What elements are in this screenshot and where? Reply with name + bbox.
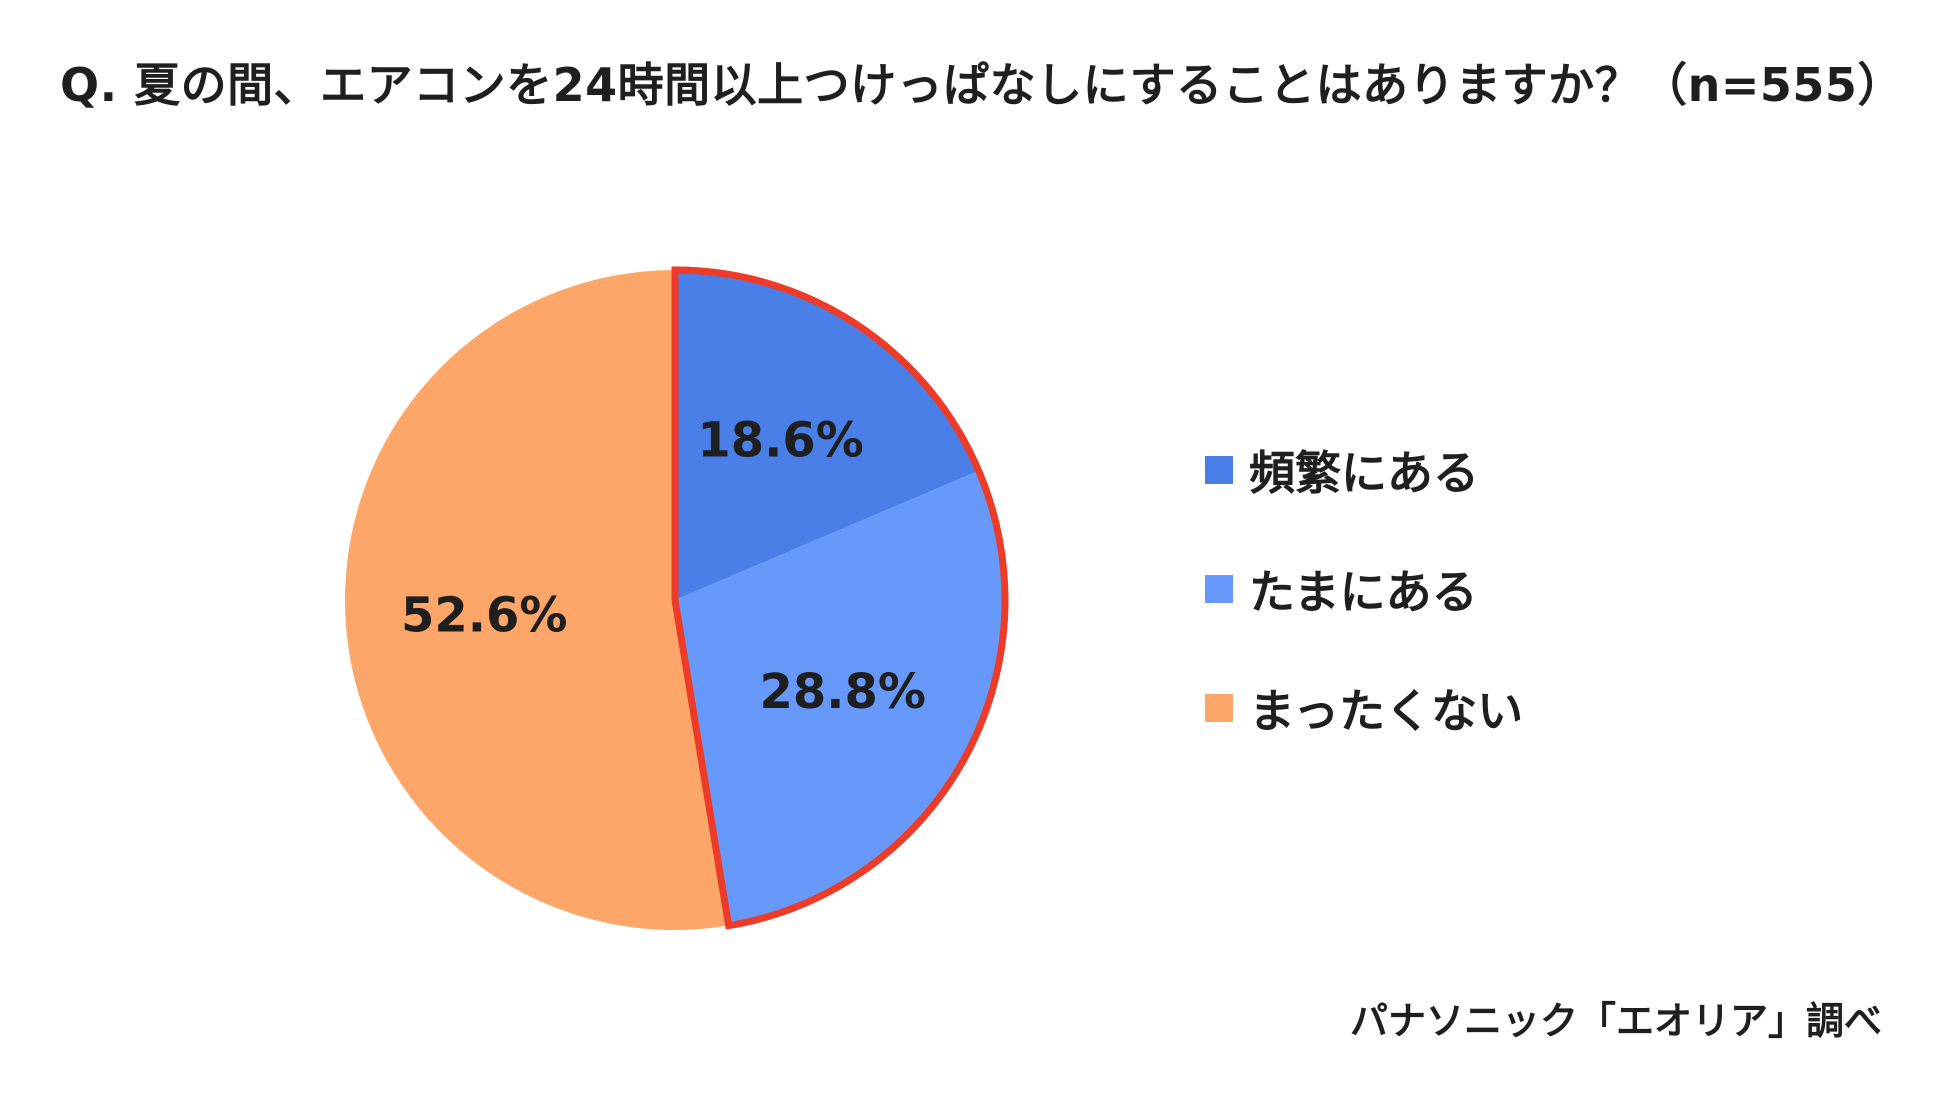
pie-slice-never bbox=[345, 270, 729, 930]
pie-label-sometimes: 28.8% bbox=[759, 664, 926, 720]
pie-label-never: 52.6% bbox=[401, 588, 568, 644]
pie-slice-sometimes bbox=[675, 470, 1005, 926]
legend-label-never: まったくない bbox=[1249, 684, 1524, 738]
legend-item-never: まったくない bbox=[1205, 678, 1523, 738]
legend-item-sometimes: たまにある bbox=[1205, 559, 1523, 619]
legend-swatch-never bbox=[1205, 694, 1233, 722]
chart-title: Q. 夏の間、エアコンを24時間以上つけっぱなしにすることはありますか？（n=5… bbox=[60, 58, 1904, 112]
legend-swatch-frequent bbox=[1205, 456, 1233, 484]
highlight-outline bbox=[671, 266, 1009, 930]
source-note: パナソニック「エオリア」調べ bbox=[1349, 999, 1882, 1043]
legend-item-frequent: 頻繁にある bbox=[1205, 440, 1523, 500]
pie-label-frequent: 18.6% bbox=[697, 412, 864, 468]
legend-swatch-sometimes bbox=[1205, 575, 1233, 603]
legend-label-sometimes: たまにある bbox=[1249, 565, 1478, 619]
pie-slice-frequent bbox=[675, 270, 979, 600]
legend-label-frequent: 頻繁にある bbox=[1249, 446, 1479, 500]
legend: 頻繁にある たまにある まったくない bbox=[1205, 440, 1523, 797]
